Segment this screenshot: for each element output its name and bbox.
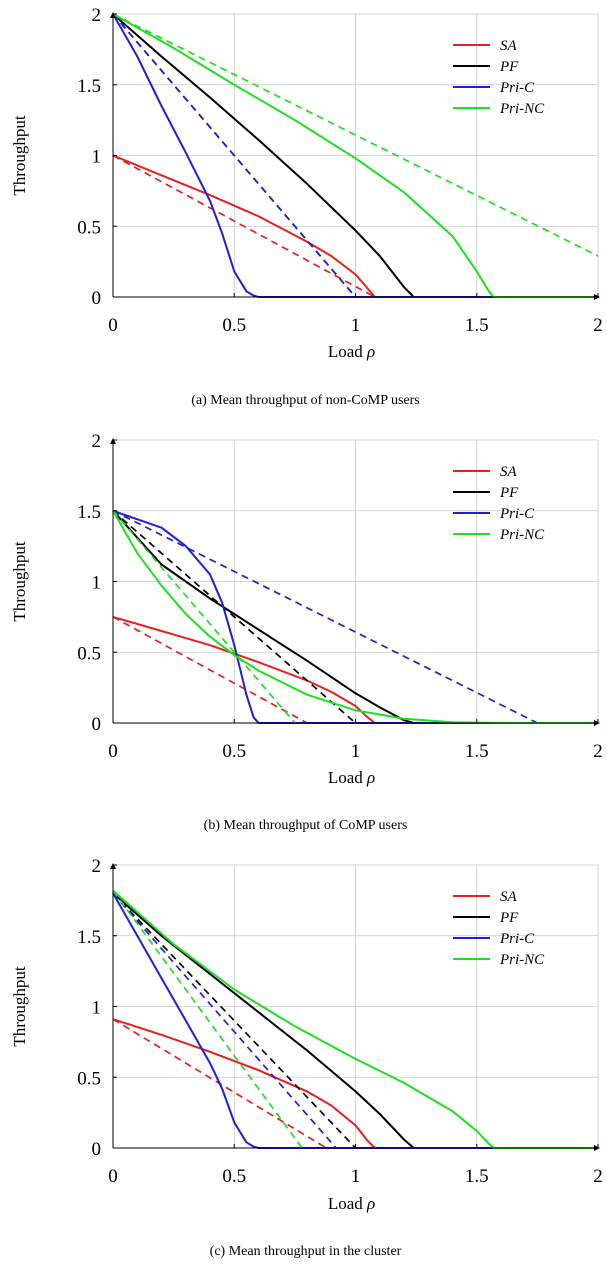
chart-a-y-tick-label: 1.5 [77,76,101,97]
chart-a-x-tick-label: 1.5 [465,315,489,336]
chart-b-series-sa-solid [112,615,598,724]
chart-c-x-tick-label: 1 [351,1166,361,1187]
chart-a-series-pf-solid [112,13,598,298]
chart-c-y-tick-label: 1.5 [77,927,101,948]
chart-a-series-pri-nc-dashed [112,13,599,257]
chart-c-y-tick-label: 0 [92,1139,102,1160]
chart-a-y-axis-label: Throughput [10,115,29,196]
chart-a-x-tick-label: 0.5 [222,315,246,336]
chart-b-series-sa-dashed [112,616,308,724]
chart-a-series-pri-c-solid [112,13,598,298]
chart-b-x-tick-label: 0.5 [222,741,246,762]
chart-a-x-tick-label: 2 [593,315,603,336]
chart-b-y-tick-label: 2 [92,431,102,452]
chart-c-legend-label-pf: PF [499,910,519,926]
chart-c-series-pri-c-dashed [112,892,337,1149]
chart-c-series-sa-solid [112,1018,598,1149]
chart-b-y-axis-arrow-icon [110,438,116,444]
chart-c-series-pri-c-solid [112,892,598,1149]
chart-c-y-axis-arrow-icon [110,863,116,869]
chart-b-y-tick-label: 1.5 [77,502,101,523]
chart-a-y-tick-label: 0.5 [77,217,101,238]
chart-c-x-tick-label: 1.5 [465,1166,489,1187]
chart-c-legend-label-sa: SA [500,889,518,905]
chart-c-x-axis-arrow-icon [594,1145,600,1151]
chart-a-series-sa-dashed [112,154,376,298]
chart-a-x-axis-arrow-icon [594,294,600,300]
chart-b-legend-label-pri-c: Pri-C [499,506,535,522]
chart-b-series-pri-c-dashed [112,510,538,724]
chart-c-y-tick-label: 2 [92,856,102,877]
chart-c-y-tick-label: 1 [92,998,102,1019]
chart-b-series-pri-nc-dashed [112,510,296,724]
chart-c-series-pf-solid [112,892,598,1149]
chart-b-x-tick-label: 0 [108,741,118,762]
chart-c-x-tick-label: 0 [108,1166,118,1187]
chart-b-y-tick-label: 1 [92,573,102,594]
chart-b-x-tick-label: 2 [593,741,603,762]
chart-a-caption: (a) Mean throughput of non-CoMP users [191,393,420,408]
chart-c-series-pri-nc-dashed [112,889,303,1149]
chart-a: 0 0.5 1 1.5 2 0 0.5 1 1.5 2 Load ρ Throughput SA PF Pr… [10,5,603,408]
chart-a-x-axis-label: Load ρ [328,342,375,361]
chart-a-x-tick-label: 0 [108,315,118,336]
chart-b-legend-label-pf: PF [499,485,519,501]
chart-a-x-tick-label: 1 [351,315,361,336]
chart-b-series-pri-nc-solid [112,510,598,724]
chart-b-x-axis-arrow-icon [594,720,600,726]
chart-a-legend-label-pri-nc: Pri-NC [499,101,545,117]
chart-a-legend-label-pf: PF [499,59,519,75]
chart-c-y-axis-label: Throughput [10,966,29,1047]
chart-b-series-pf-dashed [112,510,357,724]
chart-a-y-axis-arrow-icon [110,12,116,18]
chart-a-series-pri-nc-solid [112,13,598,298]
chart-c-series-pf-dashed [112,892,357,1149]
chart-b-y-tick-label: 0.5 [77,643,101,664]
chart-b-y-tick-label: 0 [92,714,102,735]
chart-a-series-sa-solid [112,154,598,298]
chart-b-series-pri-c-solid [112,509,598,724]
chart-b-y-axis-label: Throughput [10,541,29,622]
chart-b-x-tick-label: 1 [351,741,361,762]
chart-a-legend-label-pri-c: Pri-C [499,80,535,96]
chart-a-y-tick-label: 1 [92,147,102,168]
chart-b-legend-label-sa: SA [500,464,518,480]
chart-a-y-tick-label: 0 [92,288,102,309]
chart-b-x-tick-label: 1.5 [465,741,489,762]
chart-c-x-axis-label: Load ρ [328,1194,375,1213]
chart-c-series-pri-nc-solid [112,889,598,1149]
chart-b-x-axis-label: Load ρ [328,768,375,787]
chart-b-series-pf-solid [112,510,598,724]
chart-a-series-pri-c-dashed [112,13,357,298]
chart-c-x-tick-label: 0.5 [222,1166,246,1187]
chart-c-legend-label-pri-c: Pri-C [499,931,535,947]
chart-c-y-tick-label: 0.5 [77,1068,101,1089]
chart-b: 0 0.5 1 1.5 2 0 0.5 1 1.5 2 Load ρ Throughput SA PF Pr… [10,431,603,833]
chart-b-caption: (b) Mean throughput of CoMP users [204,818,408,833]
chart-a-legend-label-sa: SA [500,38,518,54]
chart-a-y-tick-label: 2 [92,5,102,26]
chart-c-x-tick-label: 2 [593,1166,603,1187]
chart-c: 0 0.5 1 1.5 2 0 0.5 1 1.5 2 Load ρ Throughput SA PF Pr… [10,856,603,1259]
chart-b-legend-label-pri-nc: Pri-NC [499,527,545,543]
chart-c-legend-label-pri-nc: Pri-NC [499,952,545,968]
chart-c-caption: (c) Mean throughput in the cluster [210,1244,402,1259]
